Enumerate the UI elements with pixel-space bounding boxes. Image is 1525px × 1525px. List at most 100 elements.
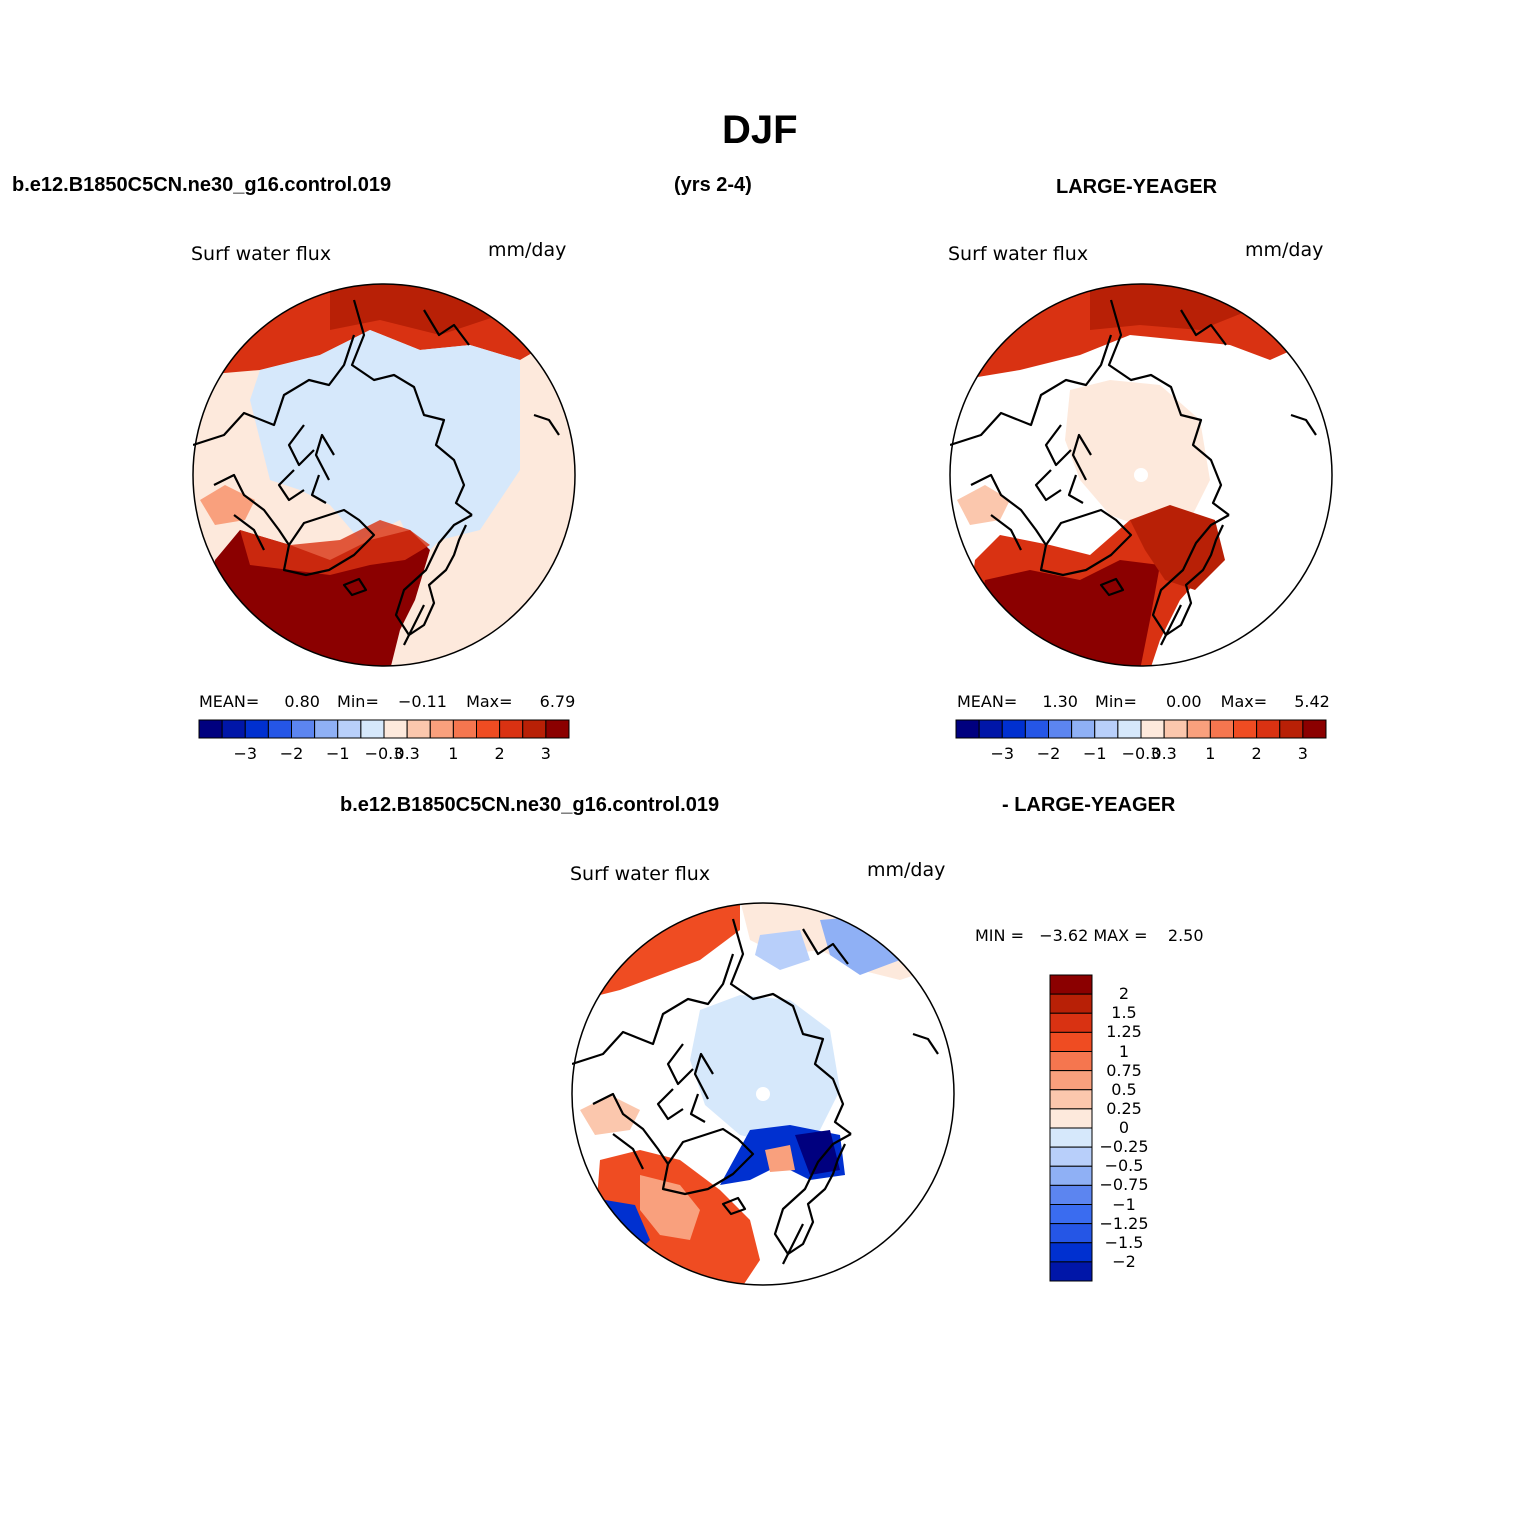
colorbar-swatch <box>1256 719 1281 739</box>
colorbar-swatch <box>244 719 269 739</box>
panel1-colorbar <box>198 719 570 739</box>
colorbar-swatch <box>1049 1204 1093 1225</box>
panel2-mean-label: MEAN= <box>957 692 1018 711</box>
colorbar-swatch <box>1049 1070 1093 1091</box>
colorbar-tick-label: 0.3 <box>394 744 420 763</box>
colorbar-tick-label: −2 <box>1112 1251 1136 1271</box>
colorbar-tick-label: −1 <box>325 744 350 763</box>
colorbar-tick-label: 0.25 <box>1106 1098 1142 1118</box>
diff-case-header: b.e12.B1850C5CN.ne30_g16.control.019 <box>340 794 720 816</box>
colorbar-swatch <box>1233 719 1258 739</box>
colorbar-swatch <box>1049 974 1093 995</box>
colorbar-swatch <box>1049 1089 1093 1110</box>
colorbar-tick-label: −1 <box>1112 1194 1136 1214</box>
colorbar-tick-label: 0.5 <box>1111 1079 1137 1099</box>
colorbar-swatch <box>499 719 524 739</box>
colorbar-tick-label: 1 <box>1118 1041 1130 1061</box>
panel1-mean-label: MEAN= <box>199 692 260 711</box>
diff-colorbar <box>1049 974 1093 1282</box>
colorbar-swatch <box>1094 719 1119 739</box>
colorbar-tick-label: 0 <box>1118 1118 1130 1137</box>
colorbar-tick-label: −1 <box>1082 744 1107 763</box>
diff-obs-header: - LARGE-YEAGER <box>1002 794 1176 816</box>
colorbar-tick-label: 3 <box>540 744 551 763</box>
panel1-stats: MEAN= 0.80 Min= −0.11 Max= 6.79 <box>199 692 575 711</box>
colorbar-swatch <box>1049 1031 1093 1052</box>
panel2-min-label: Min= <box>1095 692 1137 711</box>
colorbar-swatch <box>1049 993 1093 1014</box>
panel2-min: 0.00 <box>1165 692 1202 711</box>
panel1-min-label: Min= <box>337 692 379 711</box>
colorbar-swatch <box>1024 719 1049 739</box>
panel1-max: 6.79 <box>539 692 576 711</box>
colorbar-swatch <box>522 719 547 739</box>
page-title: DJF <box>722 108 798 152</box>
colorbar-tick-label: −0.75 <box>1099 1175 1149 1195</box>
colorbar-tick-label: −1.25 <box>1099 1213 1149 1233</box>
colorbar-tick-label: −2 <box>279 744 304 763</box>
case-name-header: b.e12.B1850C5CN.ne30_g16.control.019 <box>12 174 392 196</box>
colorbar-tick-label: 1 <box>448 744 459 763</box>
obs-name-header: LARGE-YEAGER <box>1056 176 1218 198</box>
colorbar-tick-label: 1.25 <box>1106 1022 1142 1042</box>
colorbar-swatch <box>267 719 292 739</box>
panel1-min: −0.11 <box>397 692 447 711</box>
colorbar-tick-label: −1.5 <box>1104 1232 1144 1252</box>
colorbar-tick-label: 2 <box>1251 744 1262 763</box>
colorbar-tick-label: 1 <box>1205 744 1216 763</box>
colorbar-swatch <box>1186 719 1211 739</box>
colorbar-swatch <box>1048 719 1073 739</box>
colorbar-tick-label: −3 <box>990 744 1015 763</box>
panel2-colorbar <box>955 719 1327 739</box>
panel2-units: mm/day <box>1245 239 1324 261</box>
colorbar-tick-label: 0.75 <box>1106 1060 1142 1080</box>
colorbar-swatch <box>360 719 385 739</box>
colorbar-swatch <box>1049 1051 1093 1072</box>
panel2-mean: 1.30 <box>1042 692 1078 711</box>
colorbar-tick-label: −0.25 <box>1099 1137 1149 1157</box>
colorbar-swatch <box>1279 719 1304 739</box>
colorbar-swatch <box>1049 1012 1093 1033</box>
colorbar-tick-label: −0.3 <box>364 744 404 763</box>
colorbar-swatch <box>1049 1242 1093 1263</box>
colorbar-tick-label: 2 <box>1118 984 1130 1004</box>
colorbar-tick-label: −2 <box>1036 744 1061 763</box>
colorbar-tick-label: 2 <box>494 744 505 763</box>
colorbar-swatch <box>1071 719 1096 739</box>
panel2-variable: Surf water flux <box>948 243 1089 265</box>
diff-variable: Surf water flux <box>570 863 711 885</box>
colorbar-swatch <box>1302 719 1327 739</box>
panel1-mean: 0.80 <box>284 692 320 711</box>
colorbar-tick-label: −3 <box>233 744 258 763</box>
panel2-max: 5.42 <box>1294 692 1330 711</box>
colorbar-tick-label: 3 <box>1297 744 1308 763</box>
colorbar-swatch <box>406 719 431 739</box>
colorbar-tick-label: −0.5 <box>1104 1156 1144 1176</box>
panel1-max-label: Max= <box>466 692 513 711</box>
colorbar-swatch <box>1163 719 1188 739</box>
colorbar-swatch <box>383 719 408 739</box>
colorbar-swatch <box>1049 1146 1093 1167</box>
colorbar-swatch <box>291 719 316 739</box>
colorbar-tick-label: −0.3 <box>1121 744 1161 763</box>
colorbar-swatch <box>1049 1184 1093 1205</box>
colorbar-swatch <box>337 719 362 739</box>
panel1-variable: Surf water flux <box>191 243 332 265</box>
colorbar-swatch <box>1049 1108 1093 1129</box>
panel1-units: mm/day <box>488 239 567 261</box>
panel2-max-label: Max= <box>1220 692 1268 711</box>
colorbar-swatch <box>476 719 501 739</box>
colorbar-swatch <box>1049 1223 1093 1244</box>
colorbar-tick-label: 1.5 <box>1111 1003 1137 1023</box>
colorbar-swatch <box>1049 1261 1093 1282</box>
colorbar-swatch <box>221 719 246 739</box>
colorbar-swatch <box>1209 719 1234 739</box>
colorbar-swatch <box>314 719 339 739</box>
diff-minmax: MIN = −3.62 MAX = 2.50 <box>975 926 1204 945</box>
colorbar-swatch <box>1117 719 1142 739</box>
colorbar-swatch <box>1001 719 1026 739</box>
colorbar-swatch <box>545 719 570 739</box>
colorbar-swatch <box>198 719 223 739</box>
colorbar-swatch <box>452 719 477 739</box>
